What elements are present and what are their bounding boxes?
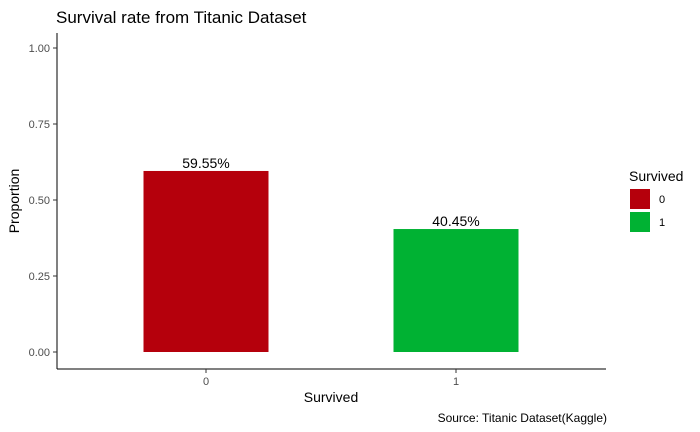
caption: Source: Titanic Dataset(Kaggle) <box>438 411 607 425</box>
x-tick-label: 1 <box>453 376 459 388</box>
y-tick-label: 0.75 <box>29 119 50 131</box>
y-tick-label: 0.00 <box>29 347 50 359</box>
y-axis-title: Proportion <box>6 169 22 234</box>
legend-title: Survived <box>629 168 683 184</box>
legend-label-1: 1 <box>659 217 665 229</box>
x-axis-title: Survived <box>304 389 358 405</box>
y-tick-label: 0.25 <box>29 271 50 283</box>
x-tick-label: 0 <box>203 376 209 388</box>
legend-key-0 <box>630 189 650 209</box>
y-tick-label: 1.00 <box>29 43 50 55</box>
legend: Survived 01 <box>629 168 683 232</box>
legend-key-1 <box>630 212 650 232</box>
data-label-1: 40.45% <box>432 213 479 229</box>
legend-label-0: 0 <box>659 194 665 206</box>
y-ticks: 0.00 0.25 0.50 0.75 1.00 <box>29 43 57 359</box>
bar-0 <box>143 170 269 352</box>
bar-1 <box>393 229 519 352</box>
legend-items: 01 <box>630 189 665 232</box>
y-tick-label: 0.50 <box>29 195 50 207</box>
bars: 59.55% 40.45% <box>143 155 519 352</box>
data-label-0: 59.55% <box>182 155 229 171</box>
chart-title: Survival rate from Titanic Dataset <box>56 8 307 27</box>
